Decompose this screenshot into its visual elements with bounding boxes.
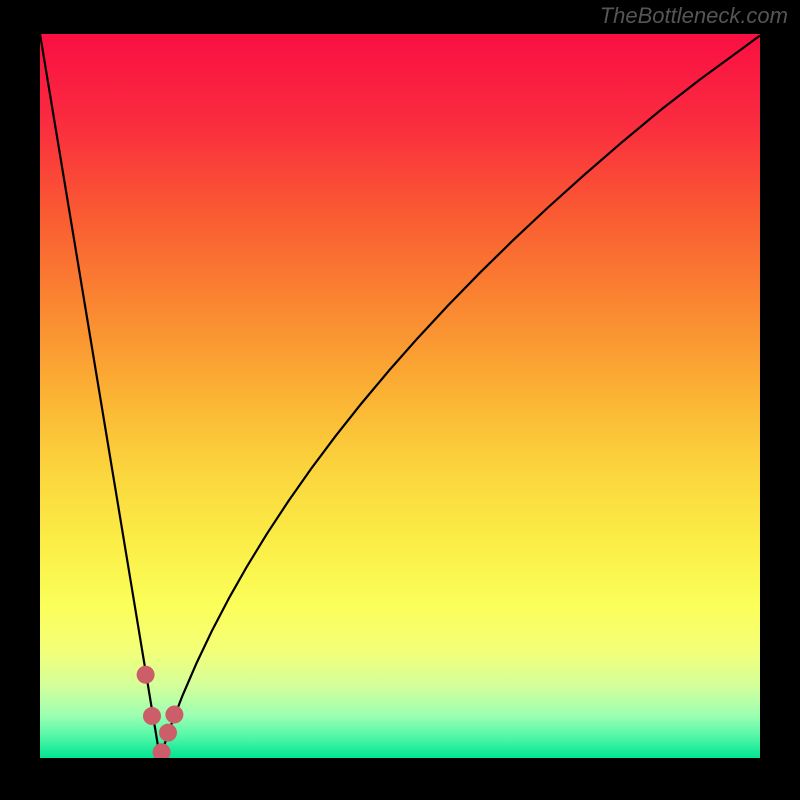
- min-marker: [137, 666, 155, 684]
- min-marker: [143, 707, 161, 725]
- min-marker: [165, 706, 183, 724]
- watermark-text: TheBottleneck.com: [600, 3, 788, 28]
- bottleneck-chart: TheBottleneck.com: [0, 0, 800, 800]
- min-marker: [159, 724, 177, 742]
- plot-area: [40, 34, 760, 758]
